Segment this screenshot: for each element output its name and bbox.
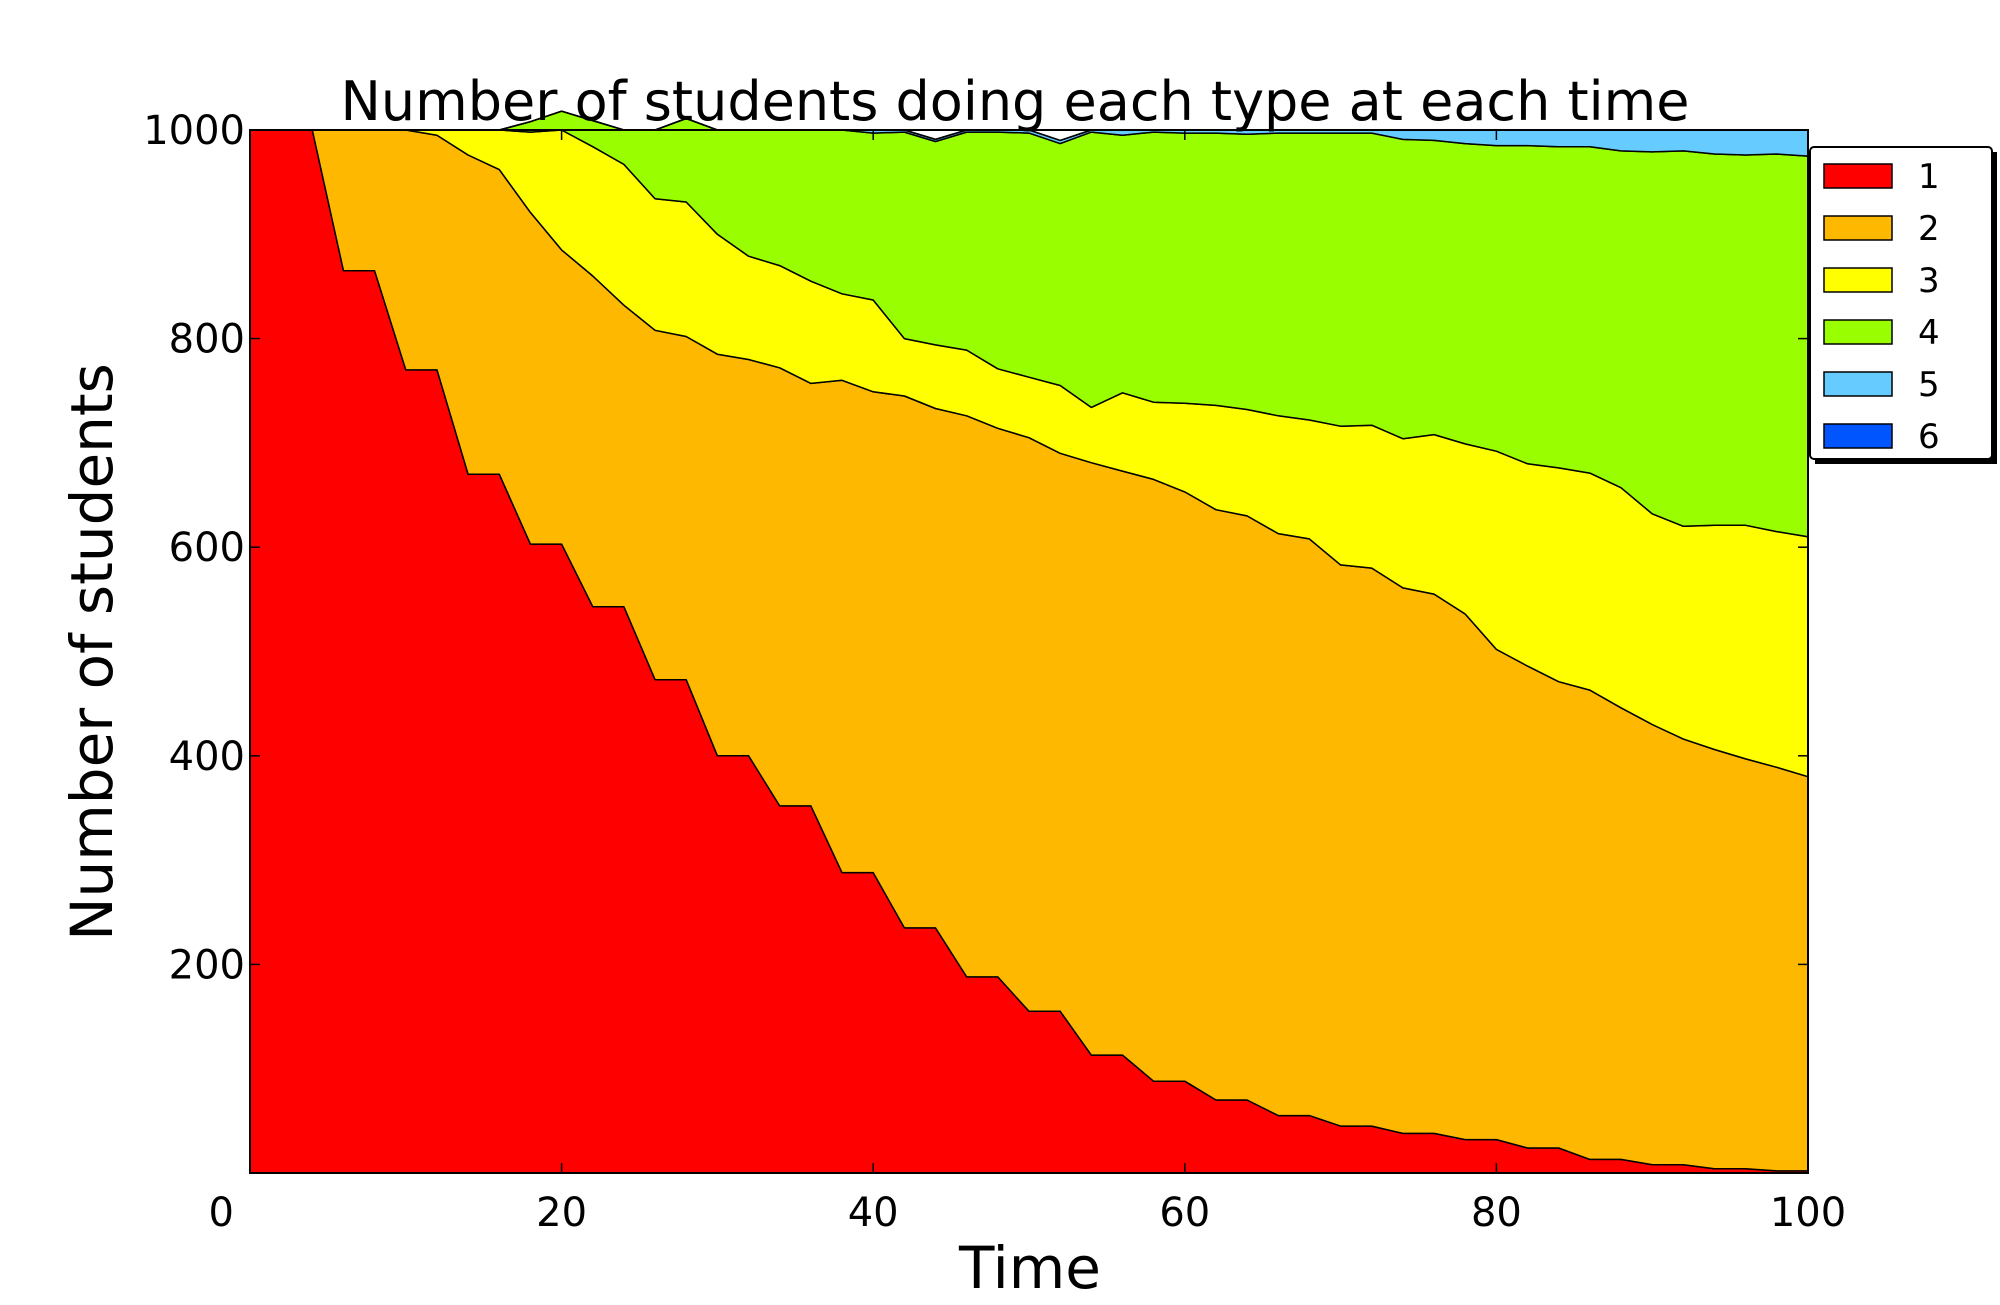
axis-ticks: 0 20 40 60 80 100 200 400 600 800 1000 (143, 108, 1846, 1236)
legend-box (1809, 146, 1993, 460)
y-tick-label: 1000 (143, 108, 245, 154)
legend-label-4: 4 (1918, 313, 1940, 353)
chart-title: Number of students doing each type at ea… (340, 70, 1689, 133)
plot-frame (249, 129, 1809, 1174)
y-tick-label: 800 (169, 317, 245, 363)
legend-label-2: 2 (1918, 209, 1940, 249)
legend-swatch-5 (1823, 371, 1893, 397)
legend-swatch-3 (1823, 267, 1893, 293)
legend-swatch-2 (1823, 215, 1893, 241)
legend: 1 2 3 4 5 6 (1809, 146, 1997, 464)
y-tick-label: 200 (169, 942, 245, 988)
legend-label-6: 6 (1918, 417, 1940, 457)
x-tick-label: 40 (848, 1190, 899, 1236)
x-tick-label: 80 (1471, 1190, 1522, 1236)
x-tick-label: 100 (1770, 1190, 1846, 1236)
x-tick-label: 20 (536, 1190, 587, 1236)
legend-items: 1 2 3 4 5 6 (1823, 157, 1940, 457)
x-tick-label: 0 (209, 1190, 234, 1236)
legend-swatch-6 (1823, 423, 1893, 449)
legend-swatch-4 (1823, 319, 1893, 345)
legend-label-5: 5 (1918, 365, 1940, 405)
x-axis-label: Time (958, 1234, 1101, 1300)
area-series-group (249, 110, 1809, 1174)
legend-label-3: 3 (1918, 261, 1940, 301)
x-tick-label: 60 (1159, 1190, 1210, 1236)
legend-label-1: 1 (1918, 157, 1940, 197)
y-tick-label: 400 (169, 734, 245, 780)
y-axis-label: Number of students (58, 363, 126, 941)
legend-swatch-1 (1823, 163, 1893, 189)
y-tick-label: 600 (169, 525, 245, 571)
